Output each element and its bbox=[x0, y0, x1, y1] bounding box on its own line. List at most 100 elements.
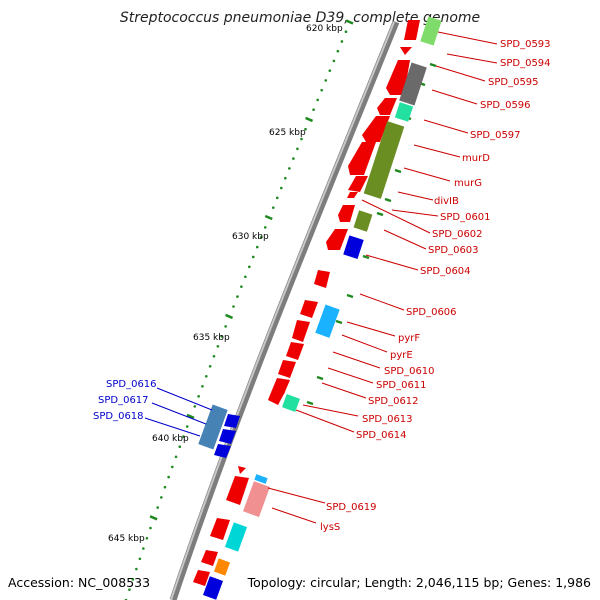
gene-label: SPD_0604 bbox=[420, 266, 471, 277]
minor-tick bbox=[300, 137, 303, 141]
right-gene-labels: SPD_0593 SPD_0594 SPD_0595 SPD_0596 SPD_… bbox=[267, 31, 551, 533]
gene-box bbox=[394, 102, 414, 122]
gene-label: SPD_0594 bbox=[500, 58, 551, 69]
tick-label-630: 630 kbp bbox=[232, 232, 269, 242]
kbp-tick-labels: 620 kbp 625 kbp 630 kbp 635 kbp 640 kbp … bbox=[108, 24, 343, 544]
major-tick bbox=[305, 116, 314, 123]
major-tick bbox=[225, 313, 234, 320]
gene-label: SPD_0597 bbox=[470, 130, 521, 141]
minor-tick bbox=[216, 345, 220, 348]
minor-tick bbox=[167, 475, 170, 479]
major-tick bbox=[345, 19, 354, 25]
minor-tick bbox=[271, 206, 275, 209]
minor-tick bbox=[292, 157, 295, 160]
gene-label: SPD_0610 bbox=[384, 366, 435, 377]
minor-tick bbox=[263, 226, 267, 229]
minor-tick bbox=[251, 255, 255, 259]
gene-tick bbox=[394, 168, 402, 174]
left-gene-labels: SPD_0616 SPD_0617 SPD_0618 bbox=[93, 379, 213, 437]
gene-arrow bbox=[292, 320, 310, 342]
gene-label: SPD_0613 bbox=[362, 414, 413, 425]
minor-tick bbox=[171, 465, 174, 469]
gene-label: SPD_0614 bbox=[356, 430, 407, 441]
tick-label-645: 645 kbp bbox=[108, 534, 145, 544]
gene-label: SPD_0616 bbox=[106, 379, 157, 390]
gene-tick bbox=[335, 319, 343, 325]
gene-arrow bbox=[210, 518, 230, 540]
minor-tick bbox=[304, 127, 307, 131]
gene-label: SPD_0601 bbox=[440, 212, 491, 223]
gene-box bbox=[399, 62, 427, 106]
gene-tick bbox=[316, 375, 324, 381]
gene-label: SPD_0606 bbox=[406, 307, 457, 318]
gene-tick bbox=[429, 62, 437, 68]
gene-arrow bbox=[272, 378, 290, 394]
minor-tick bbox=[244, 275, 247, 279]
gene-box bbox=[353, 210, 373, 232]
gene-label: SPD_0612 bbox=[368, 396, 419, 407]
minor-tick bbox=[280, 186, 283, 190]
major-tick bbox=[149, 515, 158, 521]
gene-label: SPD_0603 bbox=[428, 245, 479, 256]
gene-arrow bbox=[348, 176, 368, 192]
minor-tick bbox=[178, 445, 182, 448]
gene-arrow bbox=[347, 192, 358, 198]
gene-tick bbox=[384, 197, 392, 203]
gene-arrow bbox=[348, 142, 376, 175]
minor-tick bbox=[174, 455, 178, 459]
kbp-ticks bbox=[124, 19, 437, 600]
minor-tick bbox=[255, 245, 259, 249]
minor-tick bbox=[288, 167, 291, 170]
gene-arrow bbox=[238, 466, 246, 474]
gene-box bbox=[243, 481, 270, 518]
gene-box bbox=[224, 522, 248, 552]
gene-label: pyrF bbox=[398, 333, 420, 344]
gene-box bbox=[420, 16, 442, 46]
minor-tick bbox=[182, 435, 185, 438]
minor-tick bbox=[320, 88, 323, 92]
gene-arrow bbox=[338, 205, 355, 222]
minor-tick bbox=[163, 485, 167, 489]
gene-arrow bbox=[193, 570, 210, 586]
gene-arrow bbox=[219, 429, 236, 444]
minor-tick bbox=[128, 588, 131, 591]
accession-label: Accession: NC_008533 bbox=[8, 575, 151, 590]
tick-label-635: 635 kbp bbox=[193, 333, 230, 343]
gene-label: pyrE bbox=[390, 350, 413, 361]
tick-label-625: 625 kbp bbox=[269, 128, 306, 138]
gene-label: SPD_0595 bbox=[488, 77, 539, 88]
minor-tick bbox=[135, 567, 138, 571]
minor-tick bbox=[344, 30, 348, 34]
major-tick bbox=[264, 214, 273, 221]
gene-arrow bbox=[314, 270, 330, 288]
minor-tick bbox=[201, 385, 204, 388]
minor-tick bbox=[220, 335, 224, 338]
minor-tick bbox=[145, 536, 149, 540]
gene-arrow bbox=[214, 444, 231, 458]
minor-tick bbox=[138, 557, 142, 561]
gene-arrow bbox=[326, 229, 348, 250]
gene-box bbox=[213, 558, 231, 576]
gene-box bbox=[282, 394, 300, 412]
gene-label: divIB bbox=[434, 196, 459, 207]
gene-arrow bbox=[268, 390, 285, 405]
gene-label: SPD_0602 bbox=[432, 229, 483, 240]
gene-tick bbox=[346, 293, 354, 299]
minor-tick bbox=[131, 578, 135, 581]
minor-tick bbox=[204, 374, 208, 378]
gene-box bbox=[363, 121, 405, 199]
gene-label: murG bbox=[454, 178, 482, 189]
minor-tick bbox=[240, 285, 243, 288]
map-title: Streptococcus pneumoniae D39, complete g… bbox=[119, 10, 481, 26]
gene-tick bbox=[362, 254, 370, 260]
gene-label: SPD_0618 bbox=[93, 411, 144, 422]
genome-backbone-highlight bbox=[170, 21, 395, 600]
gene-arrow bbox=[300, 300, 318, 318]
gene-box bbox=[254, 474, 268, 484]
gene-arrow bbox=[362, 116, 390, 142]
gene-arrow bbox=[377, 98, 397, 115]
gene-box bbox=[203, 576, 223, 600]
gene-label: SPD_0593 bbox=[500, 39, 551, 50]
minor-tick bbox=[316, 98, 319, 102]
